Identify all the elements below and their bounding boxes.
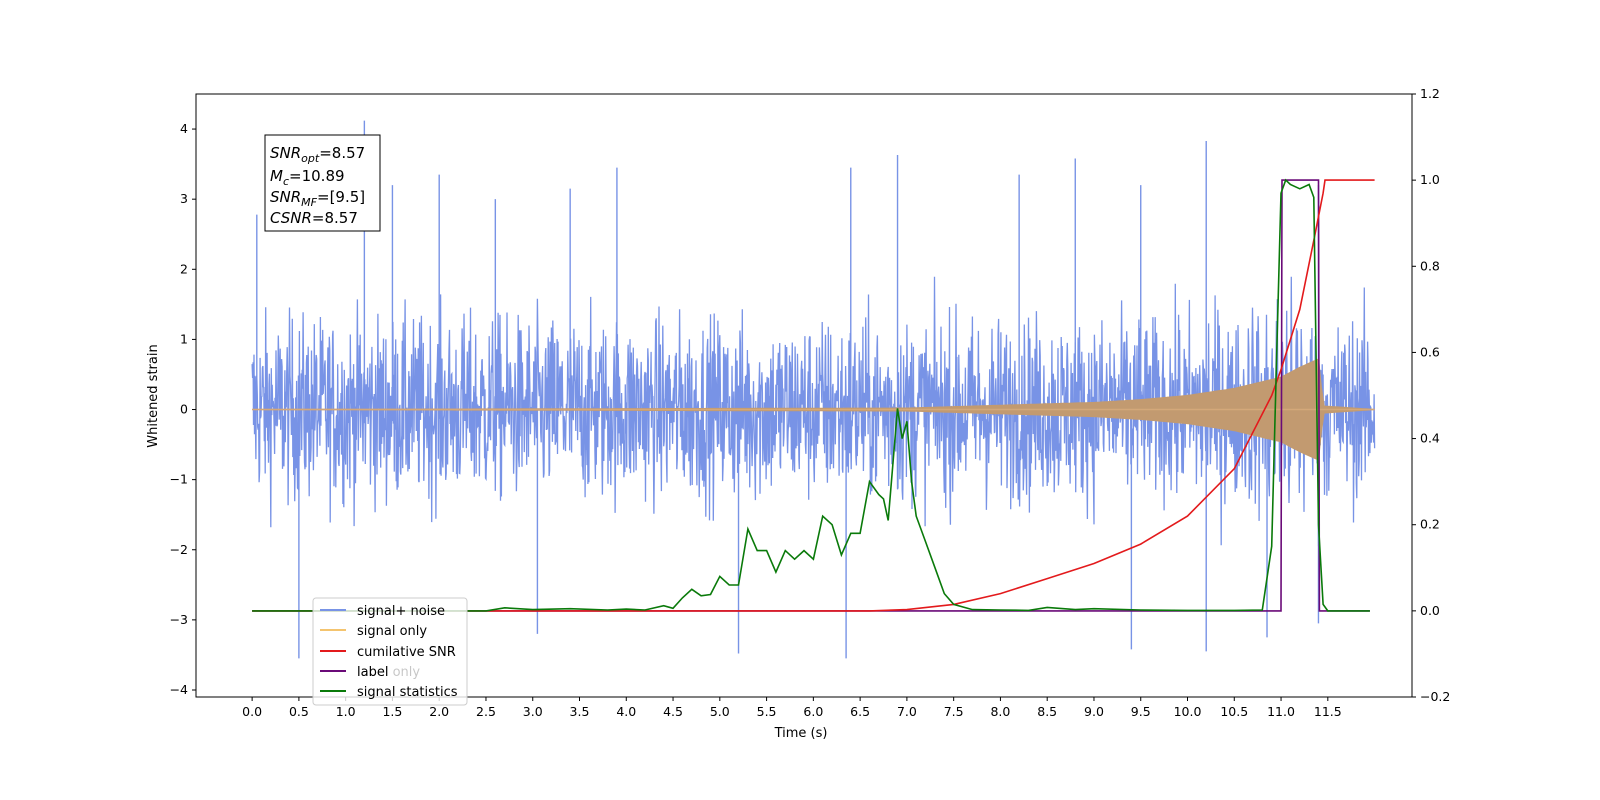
legend-label-signal-noise: signal+ noise bbox=[357, 604, 445, 619]
legend-ghost-text: label only bbox=[357, 665, 420, 680]
y-left-tick-label-5: −1 bbox=[170, 472, 188, 487]
info-box: SNRopt=8.57 Mc=10.89 SNRMF=[9.5] CSNR=8.… bbox=[264, 134, 381, 232]
y-left-tick-label-3: 1 bbox=[180, 331, 188, 346]
info-snr-mf-sub: MF bbox=[301, 196, 317, 209]
x-tick-label-7: 3.5 bbox=[570, 704, 590, 719]
x-tick-label-19: 9.5 bbox=[1131, 704, 1151, 719]
plot-area bbox=[251, 120, 1376, 659]
y-right-tick-label-0: 1.2 bbox=[1420, 86, 1440, 101]
x-tick-label-2: 1.0 bbox=[336, 704, 356, 719]
legend: label only signal+ noise signal only cum… bbox=[312, 597, 468, 706]
legend-label-signal-only: signal only bbox=[357, 624, 427, 639]
series-signal-statistics-line bbox=[252, 178, 1370, 612]
y-left-tick-label-0: 4 bbox=[180, 121, 188, 136]
x-tick-label-0: 0.0 bbox=[242, 704, 262, 719]
info-csnr: CSNR=8.57 bbox=[270, 209, 358, 227]
info-snr-opt-symbol: SNR bbox=[270, 144, 301, 162]
x-tick-label-22: 11.0 bbox=[1267, 704, 1295, 719]
y-right-tick-label-3: 0.6 bbox=[1420, 344, 1440, 359]
y-left-tick-label-7: −3 bbox=[170, 612, 188, 627]
x-tick-label-17: 8.5 bbox=[1037, 704, 1057, 719]
x-tick-label-20: 10.0 bbox=[1174, 704, 1202, 719]
y-left-tick-label-8: −4 bbox=[170, 682, 188, 697]
x-tick-label-15: 7.5 bbox=[944, 704, 964, 719]
x-tick-label-18: 9.0 bbox=[1084, 704, 1104, 719]
x-tick-label-14: 7.0 bbox=[897, 704, 917, 719]
x-tick-label-8: 4.0 bbox=[616, 704, 636, 719]
info-mc: Mc=10.89 bbox=[270, 167, 345, 188]
x-axis-label: Time (s) bbox=[774, 726, 828, 741]
x-tick-label-13: 6.5 bbox=[850, 704, 870, 719]
x-tick-label-23: 11.5 bbox=[1314, 704, 1342, 719]
y-right-tick-label-6: 0.0 bbox=[1420, 603, 1440, 618]
x-tick-label-5: 2.5 bbox=[476, 704, 496, 719]
y-right-tick-label-2: 0.8 bbox=[1420, 258, 1440, 273]
x-tick-label-6: 3.0 bbox=[523, 704, 543, 719]
info-csnr-value: =8.57 bbox=[312, 209, 358, 227]
y-axis-left: 4 3 2 1 0 −1 −2 −3 −4 bbox=[170, 121, 196, 697]
x-tick-label-9: 4.5 bbox=[663, 704, 683, 719]
x-tick-label-10: 5.0 bbox=[710, 704, 730, 719]
info-snr-opt-value: =8.57 bbox=[319, 144, 365, 162]
y-left-tick-label-4: 0 bbox=[180, 402, 188, 417]
x-tick-label-4: 2.0 bbox=[429, 704, 449, 719]
x-tick-label-3: 1.5 bbox=[382, 704, 402, 719]
info-csnr-symbol: CSNR bbox=[270, 209, 312, 227]
y-right-tick-label-4: 0.4 bbox=[1420, 431, 1440, 446]
y-right-tick-label-1: 1.0 bbox=[1420, 172, 1440, 187]
y-left-tick-label-2: 2 bbox=[180, 261, 188, 276]
info-snr-mf-symbol: SNR bbox=[270, 188, 301, 206]
y-left-tick-label-1: 3 bbox=[180, 191, 188, 206]
series-cumilative-snr-line bbox=[252, 179, 1375, 612]
info-snr-opt-sub: opt bbox=[301, 152, 320, 165]
y-right-tick-label-5: 0.2 bbox=[1420, 517, 1440, 532]
x-tick-label-11: 5.5 bbox=[757, 704, 777, 719]
x-tick-label-21: 10.5 bbox=[1220, 704, 1248, 719]
x-tick-label-12: 6.0 bbox=[803, 704, 823, 719]
x-tick-label-1: 0.5 bbox=[289, 704, 309, 719]
info-snr-mf: SNRMF=[9.5] bbox=[270, 188, 365, 209]
y-left-tick-label-6: −2 bbox=[170, 542, 188, 557]
legend-frame bbox=[312, 597, 468, 706]
info-mc-symbol: M bbox=[270, 167, 283, 185]
legend-label-cumilative-snr: cumilative SNR bbox=[357, 645, 456, 660]
info-snr-mf-value: =[9.5] bbox=[317, 188, 365, 206]
legend-label-signal-statistics: signal statistics bbox=[357, 685, 458, 700]
y-axis-right: 1.2 1.0 0.8 0.6 0.4 0.2 0.0 −0.2 bbox=[1412, 86, 1450, 704]
legend-label-label: label bbox=[357, 665, 388, 680]
y-axis-label-left: Whitened strain bbox=[146, 344, 161, 447]
info-snr-opt: SNRopt=8.57 bbox=[270, 144, 365, 165]
info-mc-value: =10.89 bbox=[289, 167, 345, 185]
info-box-frame bbox=[264, 134, 381, 232]
x-axis: 0.0 0.5 1.0 1.5 2.0 2.5 3.0 3.5 4.0 4.5 5.0 5.5 6.0 6… bbox=[242, 697, 1342, 719]
axes-frame bbox=[195, 93, 1413, 698]
info-mc-sub: c bbox=[283, 175, 289, 188]
x-tick-label-16: 8.0 bbox=[990, 704, 1010, 719]
y-right-tick-label-7: −0.2 bbox=[1420, 689, 1450, 704]
